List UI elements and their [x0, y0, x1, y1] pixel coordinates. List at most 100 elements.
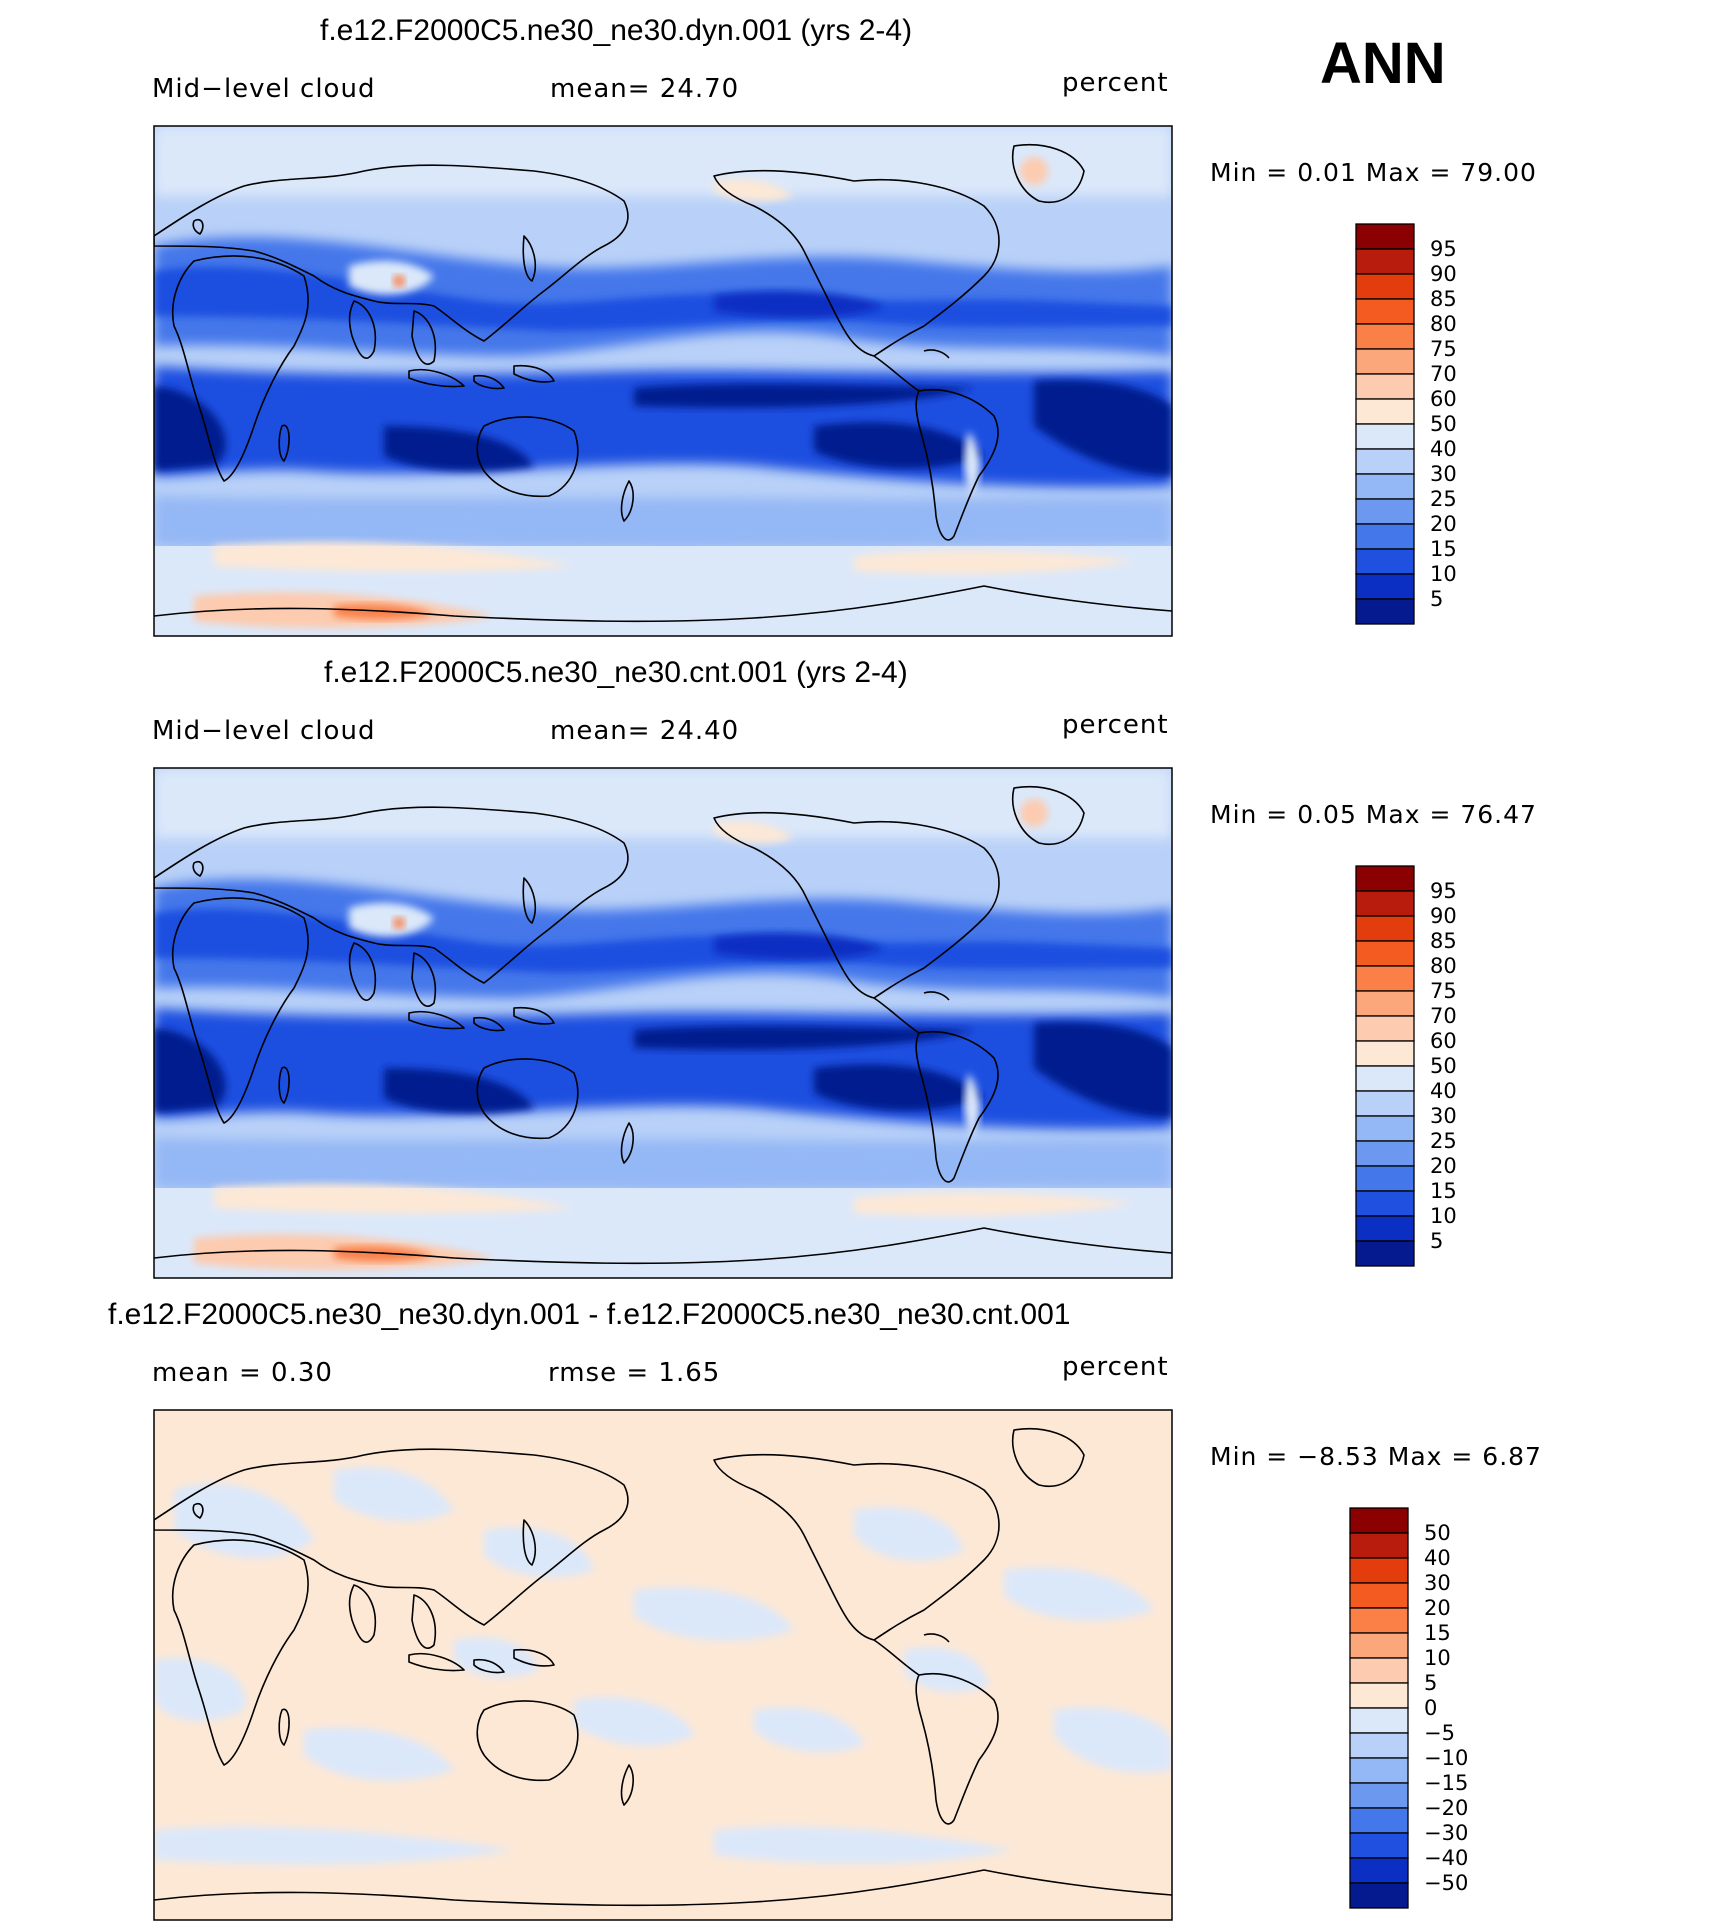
- colorbar-box: [1355, 523, 1415, 550]
- colorbar-tick-label: 85: [1430, 929, 1457, 953]
- colorbar-tick-label: 40: [1424, 1546, 1451, 1570]
- colorbar-box: [1355, 473, 1415, 500]
- panel-3-frame: [153, 1409, 1173, 1921]
- colorbar-box: [1349, 1632, 1409, 1659]
- colorbar-box: [1355, 1215, 1415, 1242]
- colorbar-tick-label: −40: [1424, 1846, 1468, 1870]
- colorbar-box: [1349, 1882, 1409, 1909]
- colorbar-box: [1349, 1757, 1409, 1784]
- colorbar-tick-label: 90: [1430, 262, 1457, 286]
- colorbar-box: [1355, 1165, 1415, 1192]
- colorbar-tick-label: −50: [1424, 1871, 1468, 1895]
- colorbar-box: [1349, 1807, 1409, 1834]
- panel-3-rmse: rmse = 1.65: [548, 1358, 721, 1388]
- colorbar-box: [1349, 1857, 1409, 1884]
- colorbar-tick-label: 80: [1430, 312, 1457, 336]
- panel-2-title: f.e12.F2000C5.ne30_ne30.cnt.001 (yrs 2-4…: [324, 656, 908, 689]
- panel-3-map: [154, 1410, 1172, 1920]
- panel-2-minmax: Min = 0.05 Max = 76.47: [1210, 800, 1537, 829]
- panel-1-frame: [153, 125, 1173, 637]
- colorbar-box: [1355, 915, 1415, 942]
- colorbar-box: [1355, 890, 1415, 917]
- colorbar-tick-label: 70: [1430, 1004, 1457, 1028]
- colorbar-box: [1349, 1507, 1409, 1534]
- colorbar-tick-label: 25: [1430, 1129, 1457, 1153]
- colorbar-box: [1349, 1532, 1409, 1559]
- panel-2-units: percent: [1062, 710, 1169, 740]
- colorbar-tick-label: 70: [1430, 362, 1457, 386]
- panel-1-title: f.e12.F2000C5.ne30_ne30.dyn.001 (yrs 2-4…: [320, 14, 913, 47]
- colorbar-box: [1355, 498, 1415, 525]
- panel-3-title: f.e12.F2000C5.ne30_ne30.dyn.001 - f.e12.…: [108, 1298, 1071, 1331]
- colorbar-tick-label: 60: [1430, 1029, 1457, 1053]
- colorbar-box: [1355, 990, 1415, 1017]
- colorbar-box: [1355, 348, 1415, 375]
- colorbar-tick-label: 10: [1430, 1204, 1457, 1228]
- panel-2-variable: Mid−level cloud: [152, 716, 376, 746]
- panel-1-map: [154, 126, 1172, 636]
- colorbar-box: [1355, 1240, 1415, 1267]
- colorbar-box: [1355, 1065, 1415, 1092]
- colorbar-box: [1355, 298, 1415, 325]
- colorbar-box: [1355, 223, 1415, 250]
- colorbar-box: [1355, 865, 1415, 892]
- panel-2-map: [154, 768, 1172, 1278]
- colorbar-tick-label: −10: [1424, 1746, 1468, 1770]
- colorbar-box: [1355, 273, 1415, 300]
- panel-1-variable: Mid−level cloud: [152, 74, 376, 104]
- colorbar-tick-label: 30: [1424, 1571, 1451, 1595]
- colorbar-tick-label: 5: [1430, 587, 1443, 611]
- colorbar-tick-label: 5: [1424, 1671, 1437, 1695]
- colorbar-box: [1349, 1782, 1409, 1809]
- colorbar-tick-label: 10: [1424, 1646, 1451, 1670]
- colorbar-tick-label: 50: [1424, 1521, 1451, 1545]
- colorbar-box: [1355, 1190, 1415, 1217]
- panel-3-units: percent: [1062, 1352, 1169, 1382]
- season-label: ANN: [1320, 31, 1446, 96]
- colorbar-tick-label: 60: [1430, 387, 1457, 411]
- colorbar-box: [1355, 965, 1415, 992]
- colorbar-tick-label: 15: [1430, 537, 1457, 561]
- panel-1-units: percent: [1062, 68, 1169, 98]
- colorbar-tick-label: 90: [1430, 904, 1457, 928]
- colorbar-tick-label: 95: [1430, 237, 1457, 261]
- colorbar-box: [1355, 548, 1415, 575]
- colorbar-box: [1349, 1557, 1409, 1584]
- colorbar-box: [1355, 1140, 1415, 1167]
- panel-3-minmax: Min = −8.53 Max = 6.87: [1210, 1442, 1542, 1471]
- colorbar-box: [1355, 423, 1415, 450]
- colorbar-tick-label: 10: [1430, 562, 1457, 586]
- panel-2-frame: [153, 767, 1173, 1279]
- colorbar-box: [1349, 1682, 1409, 1709]
- colorbar-box: [1355, 598, 1415, 625]
- colorbar-tick-label: −20: [1424, 1796, 1468, 1820]
- colorbar-box: [1349, 1832, 1409, 1859]
- colorbar-tick-label: 40: [1430, 437, 1457, 461]
- colorbar-tick-label: 40: [1430, 1079, 1457, 1103]
- colorbar-box: [1355, 448, 1415, 475]
- colorbar-box: [1355, 940, 1415, 967]
- colorbar-tick-label: 15: [1424, 1621, 1451, 1645]
- colorbar-tick-label: 75: [1430, 979, 1457, 1003]
- colorbar-box: [1355, 1040, 1415, 1067]
- colorbar-tick-label: 30: [1430, 1104, 1457, 1128]
- colorbar-tick-label: −30: [1424, 1821, 1468, 1845]
- panel-3-mean: mean = 0.30: [152, 1358, 333, 1388]
- colorbar-tick-label: 15: [1430, 1179, 1457, 1203]
- colorbar-tick-label: 30: [1430, 462, 1457, 486]
- colorbar-tick-label: 85: [1430, 287, 1457, 311]
- colorbar-box: [1355, 1015, 1415, 1042]
- colorbar-box: [1355, 323, 1415, 350]
- panel-1-minmax: Min = 0.01 Max = 79.00: [1210, 158, 1537, 187]
- colorbar-tick-label: 25: [1430, 487, 1457, 511]
- colorbar-tick-label: 50: [1430, 1054, 1457, 1078]
- colorbar-tick-label: −5: [1424, 1721, 1455, 1745]
- colorbar-tick-label: 5: [1430, 1229, 1443, 1253]
- colorbar-box: [1349, 1582, 1409, 1609]
- colorbar-tick-label: 20: [1424, 1596, 1451, 1620]
- colorbar-box: [1355, 248, 1415, 275]
- colorbar-box: [1355, 573, 1415, 600]
